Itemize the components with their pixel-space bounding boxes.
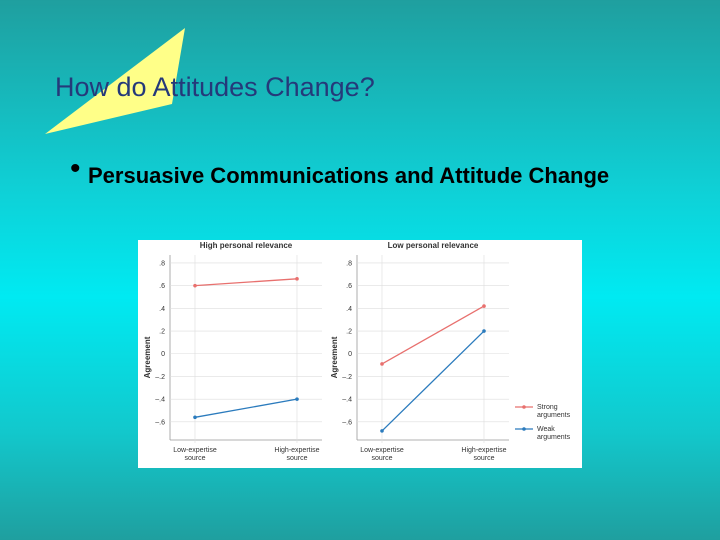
y-tick-label: 0: [348, 351, 352, 358]
legend-dot: [522, 427, 526, 431]
point: [482, 329, 486, 333]
point: [482, 304, 486, 308]
chart-title: High personal relevance: [200, 241, 293, 250]
legend-dot: [522, 405, 526, 409]
bullet-dot: •: [70, 152, 81, 185]
y-tick-label: .4: [346, 306, 352, 313]
point: [295, 397, 299, 401]
x-tick-label: High-expertise source: [274, 447, 319, 462]
x-tick-label: Low-expertise source: [360, 447, 404, 462]
y-tick-label: –.2: [155, 374, 165, 381]
series-line: [381, 305, 485, 365]
point: [380, 429, 384, 433]
y-tick-label: .6: [159, 283, 165, 290]
series-line: [194, 398, 298, 418]
x-tick-label: High-expertise source: [461, 447, 506, 462]
point: [193, 415, 197, 420]
y-tick-label: .8: [159, 260, 165, 267]
y-tick-label: –.4: [342, 397, 352, 404]
y-tick-label: –.4: [155, 397, 165, 404]
point: [193, 283, 197, 288]
decoration: [45, 28, 185, 134]
slide-title: How do Attitudes Change?: [55, 72, 375, 102]
yellow-triangle: [45, 28, 185, 134]
y-tick-label: 0: [161, 351, 165, 358]
chart-title: Low personal relevance: [388, 241, 479, 250]
y-axis-label: Agreement: [330, 336, 339, 378]
legend-label: Weak arguments: [537, 426, 571, 441]
y-axis-label: Agreement: [143, 336, 152, 378]
x-tick-label: Low-expertise source: [173, 447, 217, 462]
series-line: [194, 278, 298, 287]
point: [295, 277, 299, 281]
y-tick-label: .6: [346, 283, 352, 290]
legend-label: Strong arguments: [537, 404, 571, 419]
y-tick-label: –.6: [342, 419, 352, 426]
y-tick-label: .2: [159, 329, 165, 336]
y-tick-label: .4: [159, 306, 165, 313]
y-tick-label: .8: [346, 260, 352, 267]
series-line: [381, 330, 485, 432]
y-tick-label: .2: [346, 329, 352, 336]
bullet-text: Persuasive Communications and Attitude C…: [88, 163, 610, 188]
y-tick-label: –.2: [342, 374, 352, 381]
y-tick-label: –.6: [155, 419, 165, 426]
charts: High personal relevance .8 .6 .4 .2 0 –.2 –.4 –.…: [138, 240, 582, 468]
point: [380, 362, 384, 366]
